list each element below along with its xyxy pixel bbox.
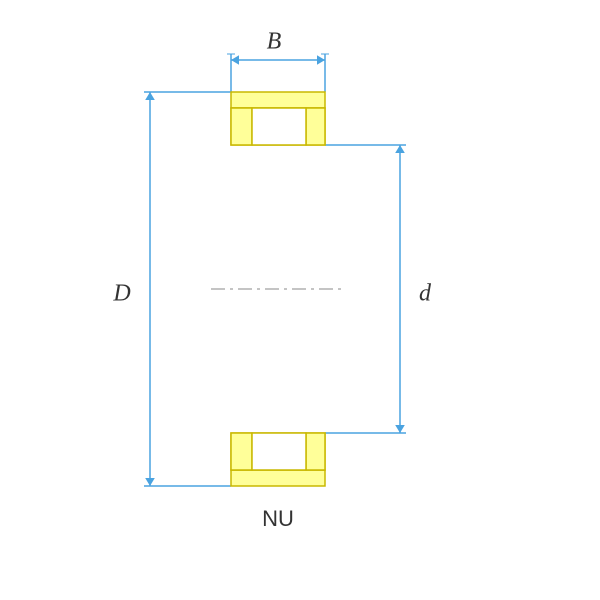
bearing-type-label: NU <box>262 506 294 531</box>
dimension-B-label: B <box>267 29 282 55</box>
bearing-diagram: B Dd NU <box>0 0 600 600</box>
dimension-D-label: D <box>112 281 130 307</box>
dimension-d-label: d <box>419 281 432 307</box>
